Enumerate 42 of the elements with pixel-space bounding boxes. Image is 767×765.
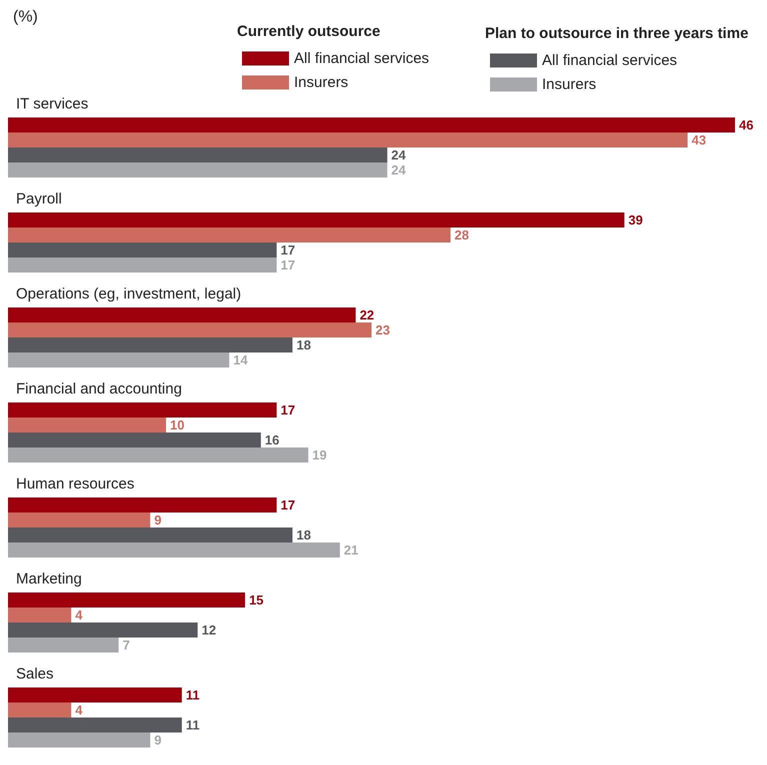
legend-label: All financial services xyxy=(294,50,430,67)
data-label: 19 xyxy=(312,448,327,462)
data-label: 46 xyxy=(739,118,754,132)
data-label: 21 xyxy=(344,542,358,558)
data-label: 11 xyxy=(186,688,200,702)
legend-label: Insurers xyxy=(542,76,596,93)
data-label: 4 xyxy=(75,702,84,718)
y-tick-label: Financial and accounting xyxy=(16,380,182,398)
data-label: 16 xyxy=(264,432,280,448)
data-label: 11 xyxy=(186,718,200,732)
data-label: 17 xyxy=(280,402,296,418)
y-tick-label: IT services xyxy=(16,96,88,112)
legend-label: Insurers xyxy=(294,74,348,91)
data-label: 18 xyxy=(296,528,311,542)
y-tick-label: Sales xyxy=(16,666,54,682)
y-tick-label: Operations (eg, investment, legal) xyxy=(16,286,242,302)
data-label: 17 xyxy=(280,242,296,258)
y-tick-label: Marketing xyxy=(16,570,82,588)
data-label: 14 xyxy=(233,352,248,368)
y-tick-label: Payroll xyxy=(16,190,62,208)
data-label: 4 xyxy=(75,608,84,622)
chart-subtitle: (%) xyxy=(13,8,38,26)
data-label: 9 xyxy=(154,512,162,528)
data-label: 10 xyxy=(170,418,185,432)
data-label: 7 xyxy=(122,638,130,652)
data-label: 15 xyxy=(249,592,264,608)
data-label: 39 xyxy=(628,212,643,228)
data-label: 22 xyxy=(360,308,374,322)
y-tick-label: Human resources xyxy=(16,476,134,492)
legend-label: All financial services xyxy=(542,52,678,69)
data-label: 9 xyxy=(154,732,162,748)
data-label: 24 xyxy=(391,148,407,162)
data-label: 17 xyxy=(280,498,296,512)
data-label: 24 xyxy=(391,162,407,178)
data-label: 43 xyxy=(692,132,706,148)
data-label: 28 xyxy=(454,228,469,242)
text: Plan to outsource in three years time xyxy=(485,25,748,42)
data-label: 12 xyxy=(202,622,216,638)
data-label: 18 xyxy=(296,338,311,352)
data-label: 23 xyxy=(376,322,390,338)
text: Currently outsource xyxy=(237,23,380,40)
data-label: 17 xyxy=(280,258,296,272)
